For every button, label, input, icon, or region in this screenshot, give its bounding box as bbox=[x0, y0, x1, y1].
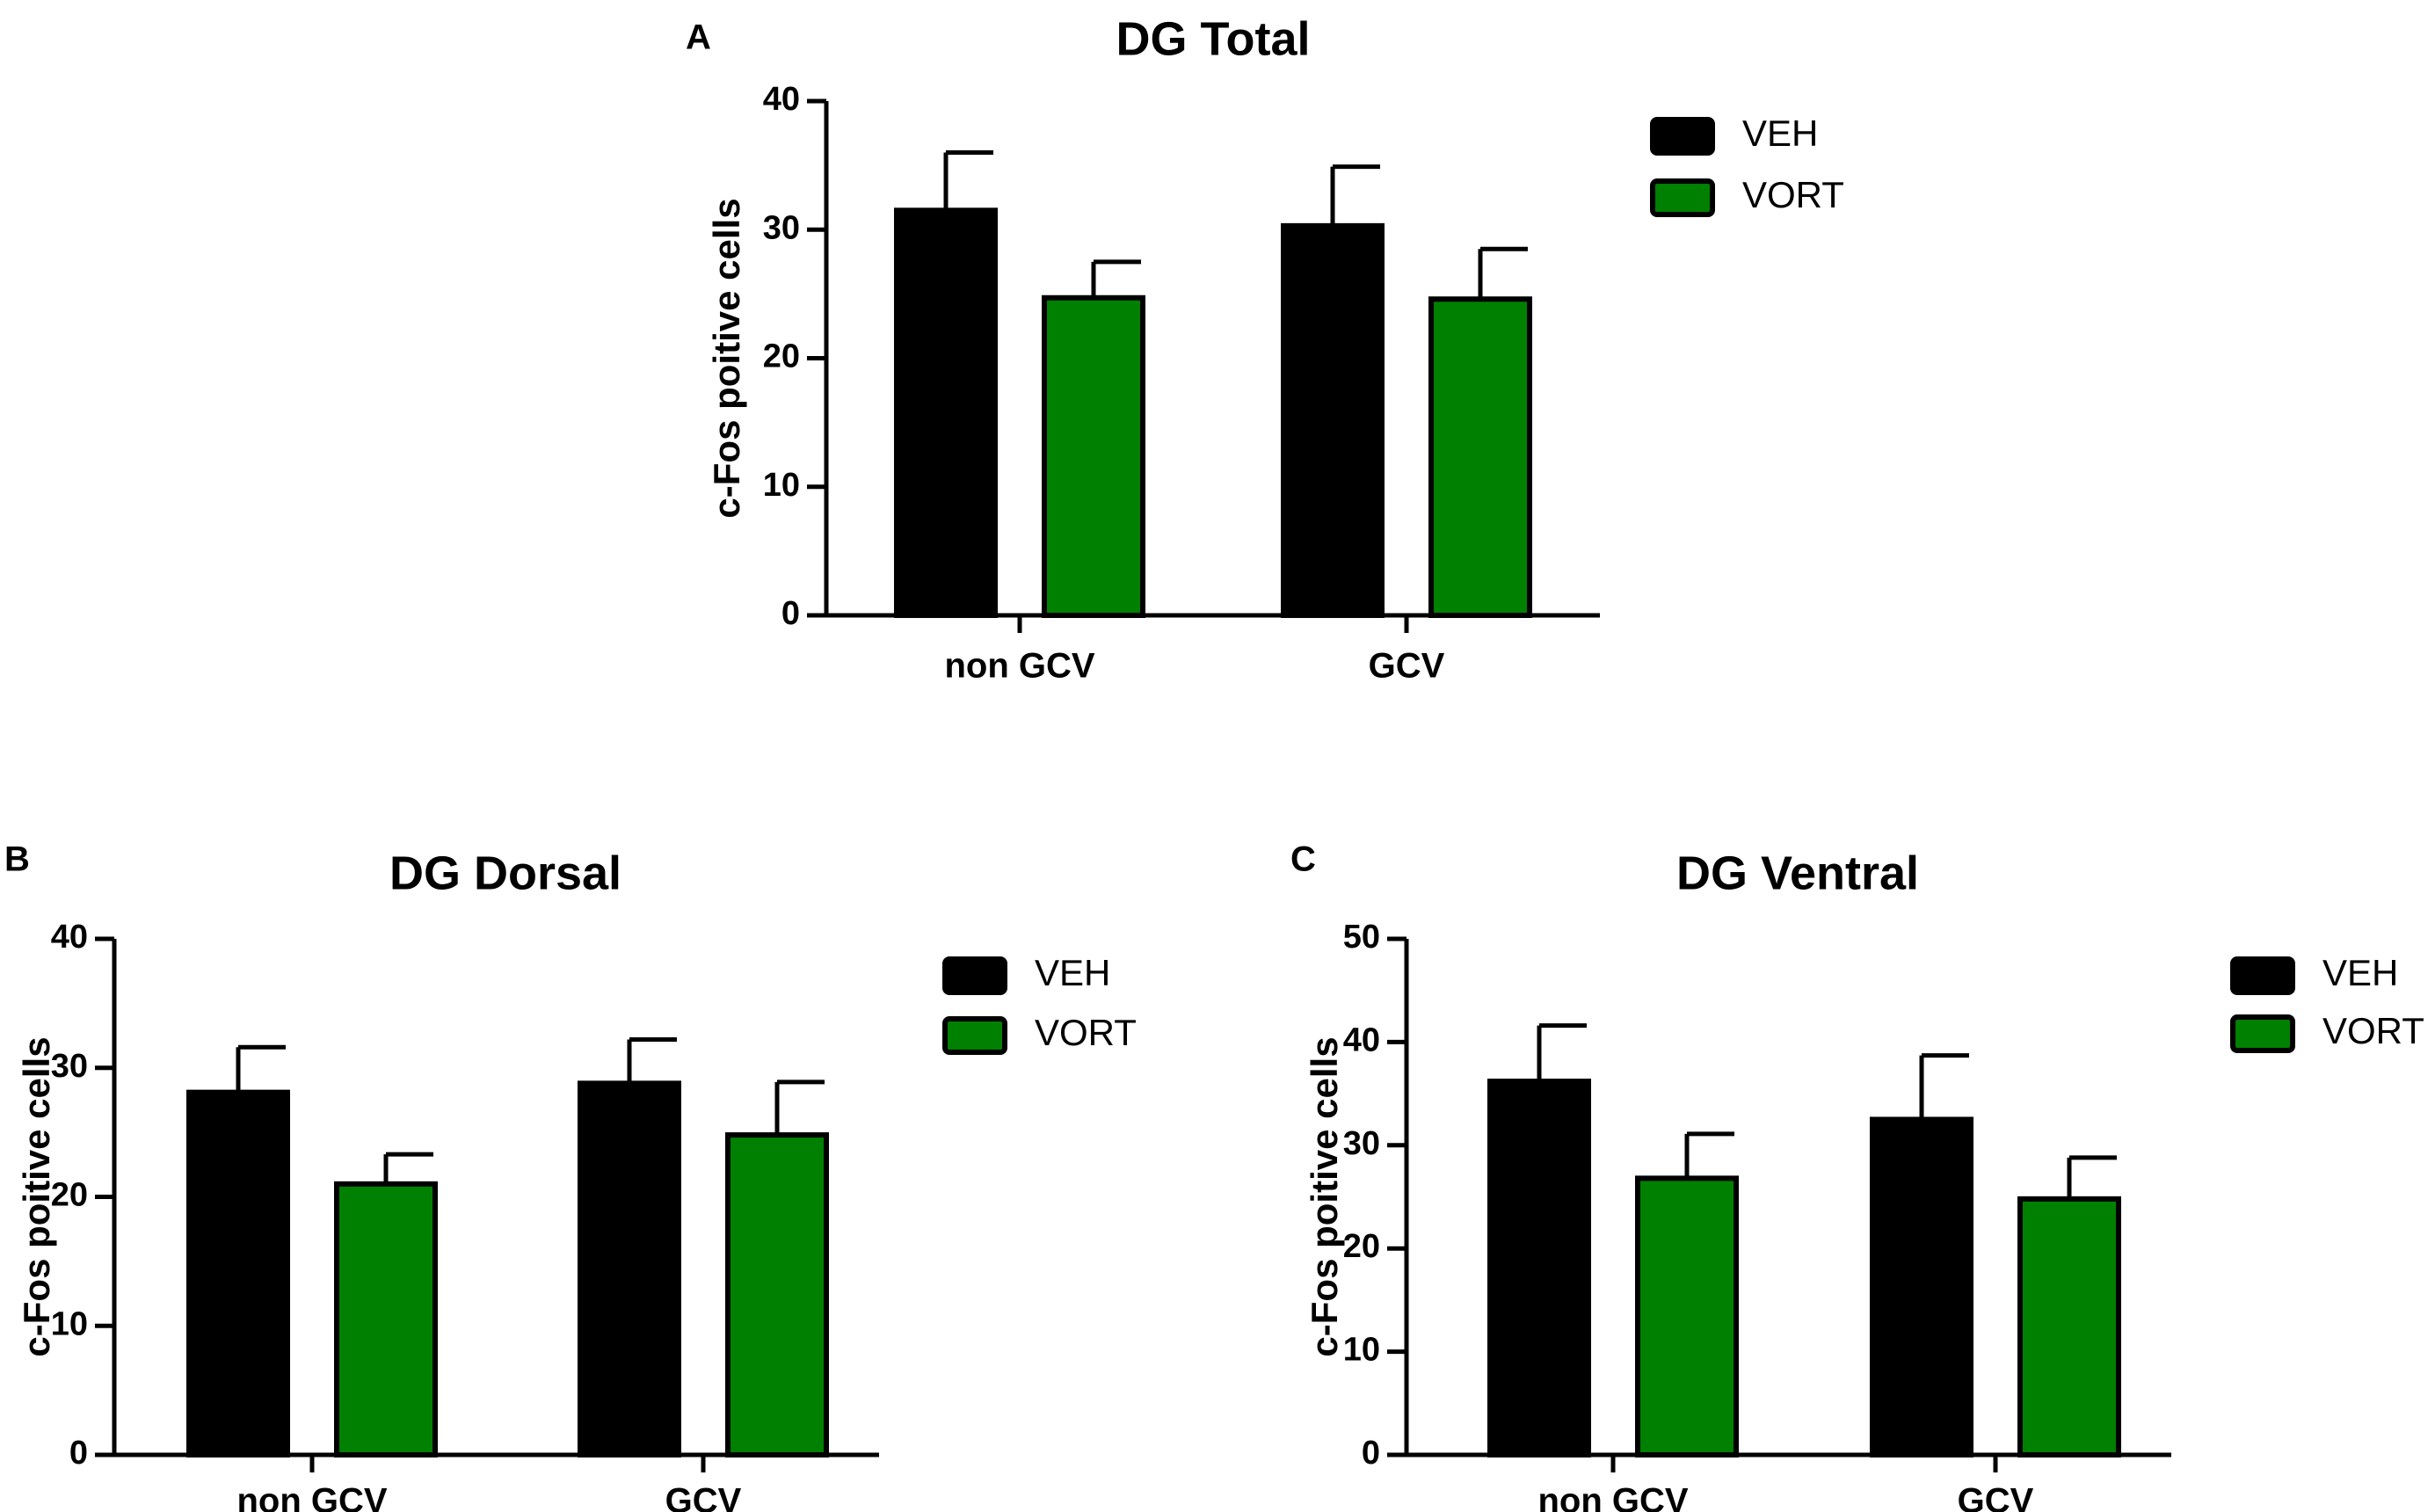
chart-panel-b: B DG Dorsal c-Fos poitive cells 0 10 20 30 40 no… bbox=[4, 840, 1137, 1512]
y-tick-label: 30 bbox=[1343, 1125, 1380, 1162]
y-tick-label: 40 bbox=[51, 919, 88, 956]
y-tick-label: 20 bbox=[763, 338, 800, 375]
chart-panel-c: C DG Ventral c-Fos poitive cells 0 10 20 30 40 5… bbox=[1290, 840, 2424, 1512]
x-tick-label: non GCV bbox=[944, 647, 1094, 686]
bar-veh-gcv bbox=[1281, 222, 1385, 618]
legend-swatch-veh bbox=[2230, 956, 2295, 995]
y-axis-label: c-Fos poitive cells bbox=[1304, 1036, 1345, 1356]
bar-vort-non-gcv bbox=[1635, 1175, 1739, 1458]
y-tick-label: 10 bbox=[51, 1305, 88, 1342]
chart-title: DG Dorsal bbox=[389, 847, 621, 899]
bar-veh-non-gcv bbox=[1487, 1079, 1591, 1457]
bar-vort-gcv bbox=[2017, 1196, 2121, 1458]
chart-title: DG Ventral bbox=[1676, 847, 1919, 899]
y-tick-label: 0 bbox=[69, 1435, 88, 1472]
legend-label-vort: VORT bbox=[1035, 1012, 1137, 1053]
y-tick-label: 40 bbox=[763, 81, 800, 118]
bar-veh-gcv bbox=[1870, 1116, 1973, 1457]
chart-panel-a: A DG Total c-Fos poitive cells 0 10 20 30 40 non… bbox=[686, 12, 1844, 685]
bar-vort-non-gcv bbox=[1042, 294, 1145, 618]
y-tick-label: 20 bbox=[51, 1177, 88, 1214]
y-tick-label: 20 bbox=[1343, 1228, 1380, 1265]
panel-letter: A bbox=[686, 18, 711, 57]
panel-letter: B bbox=[4, 840, 30, 879]
legend-label-veh: VEH bbox=[2322, 952, 2398, 993]
panel-letter: C bbox=[1290, 840, 1316, 879]
legend-label-veh: VEH bbox=[1035, 952, 1110, 993]
x-tick-label: non GCV bbox=[236, 1482, 387, 1512]
legend-swatch-vort bbox=[1650, 178, 1715, 217]
legend-swatch-veh bbox=[942, 956, 1007, 995]
legend-label-veh: VEH bbox=[1742, 113, 1818, 154]
x-tick-label: GCV bbox=[1369, 647, 1445, 686]
y-tick-label: 10 bbox=[763, 467, 800, 504]
bar-vort-gcv bbox=[725, 1132, 829, 1458]
bar-veh-non-gcv bbox=[186, 1089, 290, 1457]
y-axis-label: c-Fos poitive cells bbox=[706, 198, 747, 518]
bar-veh-gcv bbox=[578, 1080, 681, 1457]
legend-label-vort: VORT bbox=[2322, 1010, 2424, 1051]
x-tick-label: non GCV bbox=[1537, 1482, 1688, 1512]
y-tick-label: 0 bbox=[1362, 1435, 1380, 1472]
legend-label-vort: VORT bbox=[1742, 174, 1844, 215]
legend-swatch-veh bbox=[1650, 117, 1715, 156]
y-tick-label: 30 bbox=[51, 1048, 88, 1085]
legend-swatch-vort bbox=[942, 1016, 1007, 1055]
bar-vort-gcv bbox=[1428, 296, 1532, 618]
x-tick-label: GCV bbox=[1958, 1482, 2034, 1512]
y-tick-label: 40 bbox=[1343, 1021, 1380, 1058]
y-axis-label: c-Fos poitive cells bbox=[16, 1036, 57, 1356]
y-tick-label: 30 bbox=[763, 209, 800, 246]
y-tick-label: 10 bbox=[1343, 1332, 1380, 1369]
bar-vort-non-gcv bbox=[334, 1181, 438, 1457]
x-tick-label: GCV bbox=[665, 1482, 742, 1512]
chart-title: DG Total bbox=[1116, 12, 1311, 65]
legend-swatch-vort bbox=[2230, 1014, 2295, 1053]
y-tick-label: 50 bbox=[1343, 919, 1380, 956]
bar-veh-non-gcv bbox=[894, 207, 998, 618]
y-tick-label: 0 bbox=[781, 595, 800, 632]
